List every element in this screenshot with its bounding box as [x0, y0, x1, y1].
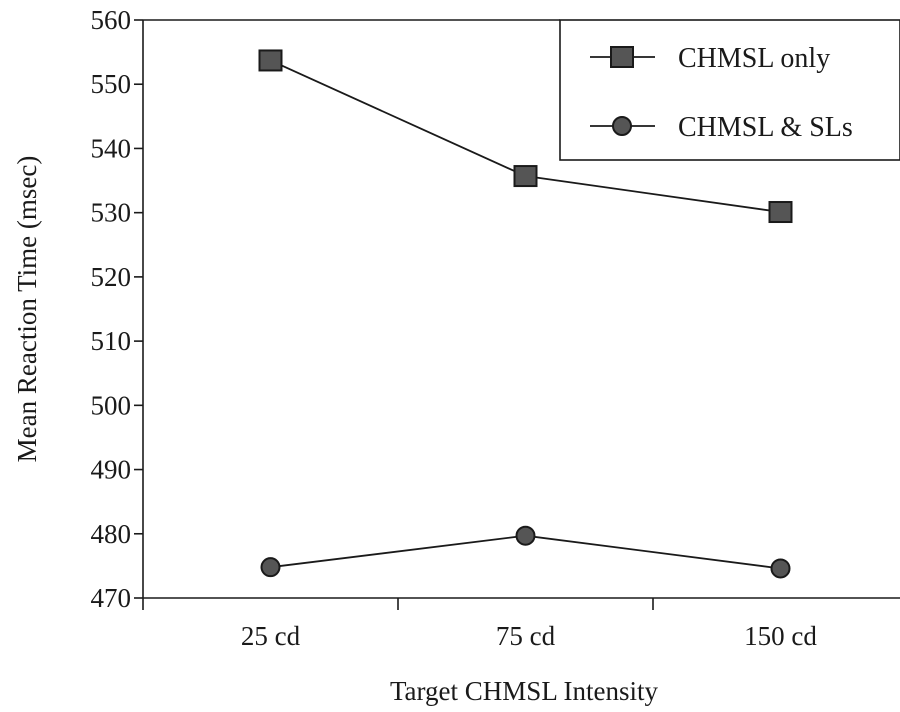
y-axis-title: Mean Reaction Time (msec) — [12, 156, 42, 463]
x-tick-label: 150 cd — [744, 621, 817, 651]
y-tick-label: 480 — [91, 519, 132, 549]
legend-box — [559, 19, 900, 161]
y-tick-label: 560 — [91, 5, 132, 35]
x-axis-ticks: 25 cd 75 cd 150 cd — [142, 598, 817, 651]
y-tick-label: 520 — [91, 262, 132, 292]
data-point-marker — [515, 525, 536, 546]
data-point-marker — [258, 49, 283, 72]
series-chmsl-only — [258, 49, 793, 224]
legend-marker — [610, 46, 634, 68]
data-point-marker — [770, 558, 791, 579]
plot-area — [142, 19, 900, 599]
y-tick-label: 500 — [91, 390, 132, 420]
series-chmsl-and-sls — [260, 525, 791, 579]
data-point-marker — [260, 557, 281, 578]
y-tick-label: 510 — [91, 326, 132, 356]
x-axis-title: Target CHMSL Intensity — [390, 676, 659, 706]
y-tick-label: 540 — [91, 133, 132, 163]
legend: CHMSL only CHMSL & SLs — [559, 19, 900, 161]
y-tick-label: 530 — [91, 198, 132, 228]
series-layer — [258, 49, 793, 579]
x-tick-label: 25 cd — [241, 621, 301, 651]
data-point-marker — [513, 165, 538, 188]
data-point-marker — [768, 201, 793, 224]
x-tick-label: 75 cd — [496, 621, 556, 651]
y-axis-ticks: 470 480 490 500 510 520 530 540 550 560 — [91, 5, 143, 613]
y-tick-label: 550 — [91, 69, 132, 99]
legend-marker — [612, 116, 632, 136]
legend-label: CHMSL only — [678, 43, 830, 74]
y-tick-label: 470 — [91, 583, 132, 613]
legend-label: CHMSL & SLs — [678, 112, 853, 143]
y-tick-label: 490 — [91, 455, 132, 485]
